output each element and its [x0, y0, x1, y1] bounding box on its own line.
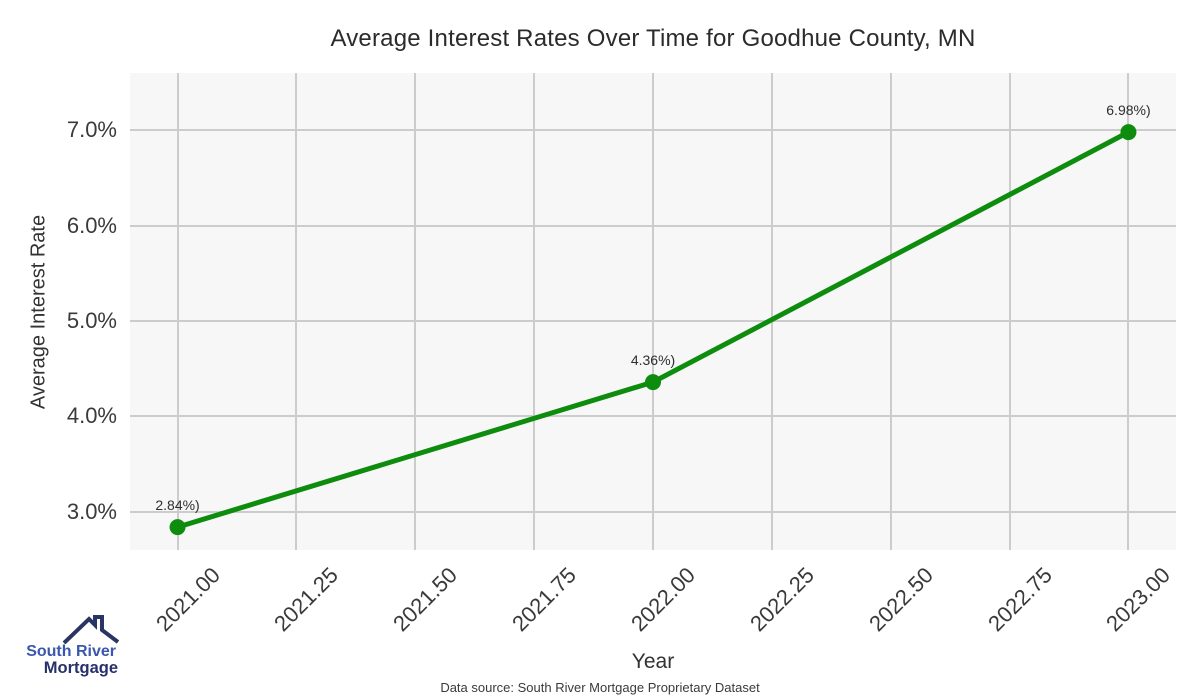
gridline-vertical — [533, 73, 536, 550]
gridline-vertical — [889, 73, 892, 550]
logo-text-line1: South River — [26, 643, 116, 660]
gridline-vertical — [414, 73, 417, 550]
logo-text-line2: Mortgage — [43, 659, 118, 677]
y-tick-label: 4.0% — [66, 403, 117, 429]
gridline-vertical — [176, 73, 179, 550]
series-line — [175, 129, 1131, 530]
gridline-horizontal — [130, 129, 1176, 132]
y-tick-label: 7.0% — [66, 117, 117, 143]
gridline-horizontal — [130, 224, 1176, 227]
data-point-label: 4.36%) — [630, 352, 676, 369]
chart-title: Average Interest Rates Over Time for Goo… — [330, 25, 976, 52]
gridline-horizontal — [130, 415, 1176, 418]
data-point-label: 2.84%) — [155, 497, 200, 514]
plot-area: 2.84%) 4.36%) 6.98%) — [130, 73, 1176, 550]
gridline-horizontal — [130, 510, 1176, 513]
data-point-label: 6.98%) — [1106, 102, 1151, 119]
y-tick-label: 5.0% — [66, 308, 117, 334]
gridline-vertical — [1127, 73, 1130, 550]
gridline-vertical — [295, 73, 298, 550]
x-axis-label: Year — [631, 650, 675, 673]
interest-rate-line-series — [169, 124, 1137, 536]
gridline-vertical — [770, 73, 773, 550]
house-roof-icon — [62, 615, 120, 644]
y-tick-label: 3.0% — [66, 498, 117, 524]
y-tick-label: 6.0% — [66, 212, 117, 238]
y-axis-label: Average Interest Rate — [27, 214, 50, 410]
gridline-vertical — [652, 73, 654, 550]
gridline-vertical — [1008, 73, 1011, 550]
data-point — [1120, 124, 1137, 141]
data-point — [169, 519, 186, 536]
south-river-mortgage-logo: South River Mortgage — [20, 612, 120, 682]
gridline-horizontal — [130, 320, 1176, 323]
data-point — [645, 374, 661, 391]
data-source-note: Data source: South River Mortgage Propri… — [440, 680, 760, 695]
